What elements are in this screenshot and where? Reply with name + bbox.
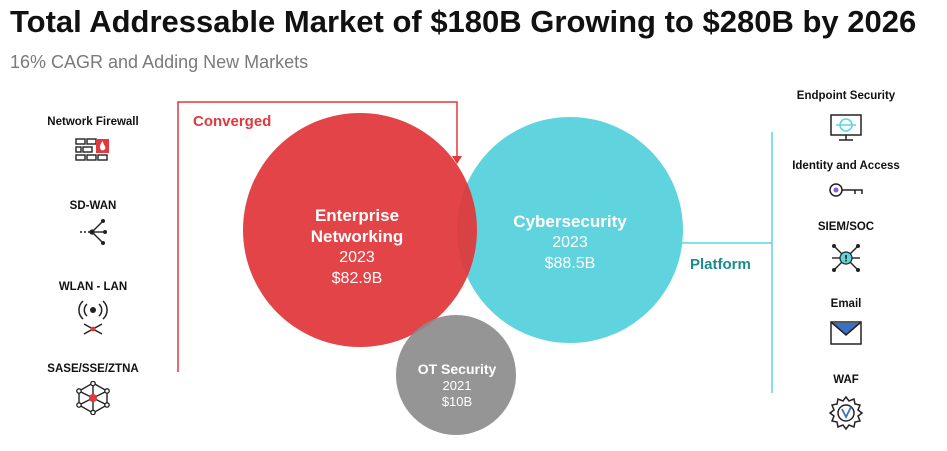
right-item-label: WAF xyxy=(833,374,859,386)
ot-value: $10B xyxy=(441,394,473,409)
right-item-label: Identity and Access xyxy=(792,160,900,172)
endpoint-monitor-icon xyxy=(829,113,863,143)
left-item-label: SD-WAN xyxy=(69,200,117,212)
enterprise-name-line2: Networking xyxy=(310,227,404,246)
right-item-label: Endpoint Security xyxy=(796,90,896,102)
ot-year: 2021 xyxy=(442,378,472,393)
key-icon xyxy=(827,180,865,200)
enterprise-networking-circle xyxy=(243,113,477,347)
converged-arrowhead xyxy=(452,156,462,164)
ot-security-circle xyxy=(396,315,516,435)
converged-label: Converged xyxy=(193,113,272,130)
network-hub-icon xyxy=(75,381,111,415)
enterprise-networking-text: Enterprise Networking 2023 $82.9B xyxy=(311,205,404,289)
right-item-label: Email xyxy=(830,298,862,310)
enterprise-year: 2023 xyxy=(339,249,375,266)
firewall-icon xyxy=(74,137,112,167)
left-item-label: SASE/SSE/ZTNA xyxy=(47,363,139,375)
ot-name: OT Security xyxy=(417,361,497,377)
cyber-year: 2023 xyxy=(552,234,588,251)
cyber-name: Cybersecurity xyxy=(513,212,627,231)
left-item-label: WLAN - LAN xyxy=(58,281,128,293)
cybersecurity-text: Cybersecurity 2023 $88.5B xyxy=(513,211,626,274)
wireless-icon xyxy=(78,300,108,336)
page-title: Total Addressable Market of $180B Growin… xyxy=(10,4,917,39)
waf-gear-icon xyxy=(828,395,864,431)
ot-security-text: OT Security 2021 $10B xyxy=(418,361,497,410)
siem-icon: ! xyxy=(830,242,862,274)
cyber-value: $88.5B xyxy=(544,255,596,272)
svg-text:!: ! xyxy=(844,255,848,265)
cybersecurity-circle xyxy=(457,117,683,343)
email-icon xyxy=(829,320,863,346)
enterprise-name-line1: Enterprise xyxy=(314,206,400,225)
left-item-label: Network Firewall xyxy=(47,116,139,128)
platform-label: Platform xyxy=(690,256,751,273)
sdwan-icon xyxy=(77,218,109,246)
enterprise-value: $82.9B xyxy=(331,270,383,287)
converged-bracket xyxy=(177,101,458,372)
right-item-label: SIEM/SOC xyxy=(817,221,875,233)
page-subtitle: 16% CAGR and Adding New Markets xyxy=(10,52,309,72)
